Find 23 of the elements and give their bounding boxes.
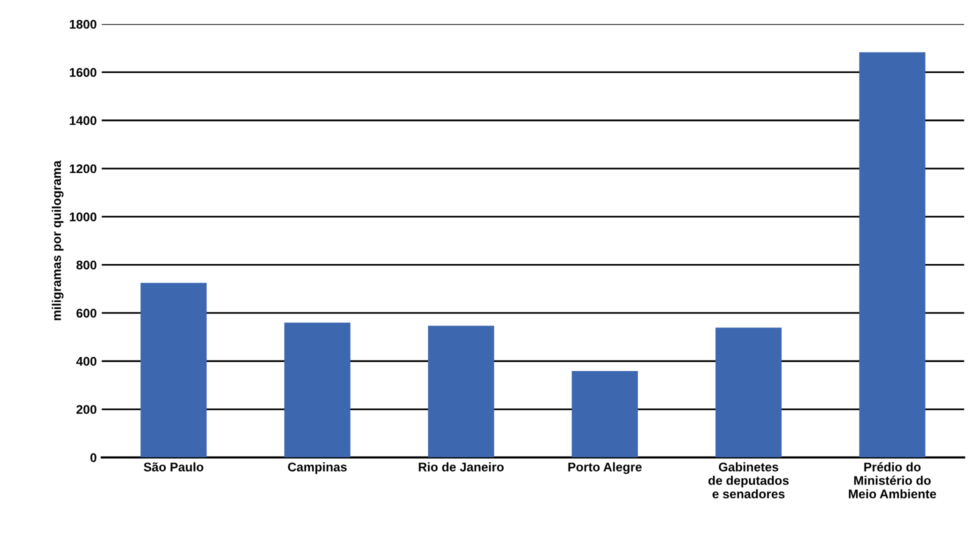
x-tick-label: Gabinetes de deputados e senadores <box>708 462 789 498</box>
y-tick-label: 200 <box>76 405 96 414</box>
x-tick-label: Prédio do Ministério do Meio Ambiente <box>848 462 936 498</box>
bar <box>715 328 782 458</box>
bar <box>284 322 350 458</box>
y-tick-label: 1200 <box>70 164 96 174</box>
y-tick-label: 800 <box>76 260 96 270</box>
y-tick-label: 0 <box>90 453 96 462</box>
y-axis-title: miligramas por quilograma <box>52 160 64 320</box>
x-tick-label: São Paulo <box>144 462 204 472</box>
bar <box>428 326 494 458</box>
x-tick-label: Campinas <box>288 462 347 474</box>
x-tick-label: Rio de Janeiro <box>418 462 504 472</box>
y-tick-label: 1600 <box>70 68 96 77</box>
y-tick-label: 600 <box>76 308 96 318</box>
y-tick-label: 400 <box>76 356 96 366</box>
y-tick-label: 1400 <box>70 116 96 126</box>
y-tick-label: 1000 <box>70 212 96 222</box>
x-tick-label: Porto Alegre <box>568 462 642 474</box>
bar <box>859 52 926 458</box>
bar <box>572 370 638 458</box>
y-tick-label: 1800 <box>70 20 96 29</box>
bar <box>140 282 207 458</box>
